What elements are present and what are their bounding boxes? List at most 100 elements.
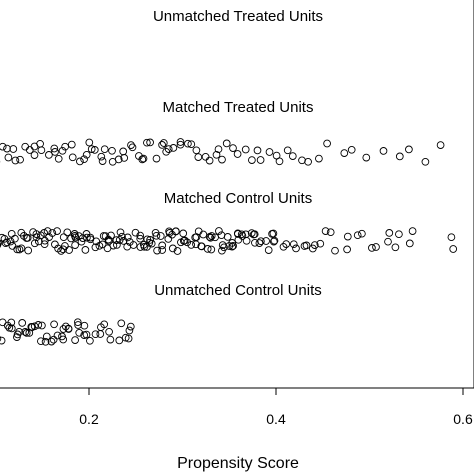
data-point: [85, 138, 94, 147]
data-point: [108, 146, 116, 155]
data-point: [22, 329, 31, 337]
data-point: [119, 147, 128, 156]
data-point: [194, 227, 203, 236]
data-point: [282, 240, 291, 248]
data-point: [81, 246, 90, 254]
data-point: [95, 241, 104, 250]
data-point: [283, 146, 292, 155]
data-point: [162, 147, 171, 156]
data-point: [250, 230, 259, 239]
data-point: [302, 241, 311, 250]
data-point: [436, 141, 445, 149]
data-point: [323, 139, 331, 148]
data-point: [71, 233, 80, 242]
data-point: [87, 145, 96, 153]
data-point: [253, 146, 262, 155]
data-point: [77, 237, 86, 246]
data-point: [50, 144, 59, 153]
data-point: [64, 324, 73, 333]
data-point: [105, 327, 113, 336]
data-point: [194, 153, 203, 161]
data-point: [59, 245, 68, 254]
data-point: [136, 231, 145, 240]
data-point: [126, 322, 135, 331]
data-point: [316, 239, 325, 248]
data-point: [408, 227, 417, 235]
data-point: [43, 227, 52, 235]
data-point: [83, 233, 91, 242]
data-point: [146, 138, 154, 147]
data-point: [4, 153, 13, 162]
data-point: [207, 245, 216, 254]
data-point: [98, 157, 107, 165]
data-point: [158, 246, 167, 254]
data-point: [59, 335, 68, 344]
data-point: [362, 153, 371, 162]
data-point: [65, 246, 73, 254]
data-point: [73, 318, 82, 327]
data-point: [159, 139, 168, 147]
data-point: [143, 138, 151, 147]
data-point: [15, 327, 23, 336]
data-point: [176, 138, 185, 146]
data-point: [100, 145, 109, 154]
data-point: [0, 318, 7, 327]
data-point: [264, 246, 273, 254]
data-point: [0, 142, 7, 151]
data-point: [30, 322, 39, 331]
data-point: [37, 146, 46, 155]
data-point: [139, 154, 148, 163]
data-point: [379, 147, 388, 155]
data-point: [6, 237, 15, 246]
data-point: [368, 244, 376, 252]
data-point: [100, 320, 109, 329]
data-point: [449, 245, 458, 253]
data-point: [47, 337, 56, 346]
data-point: [153, 246, 161, 255]
data-point: [116, 228, 125, 237]
data-point: [49, 335, 58, 344]
data-point: [331, 246, 339, 255]
data-point: [20, 232, 28, 240]
data-point: [107, 231, 115, 240]
data-point: [292, 244, 300, 253]
group-label-2: Matched Control Units: [164, 190, 312, 207]
data-point: [115, 236, 124, 244]
data-point: [212, 150, 221, 159]
data-point: [256, 156, 265, 164]
data-point: [326, 228, 335, 237]
data-point: [32, 233, 41, 242]
data-point: [347, 145, 356, 154]
data-point: [40, 240, 49, 249]
data-point: [3, 144, 11, 153]
data-point: [53, 227, 61, 235]
data-point: [125, 326, 134, 335]
data-point: [7, 318, 16, 327]
data-point: [115, 336, 124, 345]
data-point: [127, 141, 135, 149]
data-point: [45, 233, 53, 241]
data-point: [91, 330, 100, 339]
data-point: [158, 241, 167, 250]
data-point: [270, 236, 279, 245]
data-point: [32, 230, 41, 238]
data-point: [205, 156, 214, 165]
data-point: [164, 235, 173, 243]
data-point: [176, 140, 185, 149]
data-point: [203, 245, 212, 253]
group-label-0: Unmatched Treated Units: [153, 8, 323, 25]
data-point: [105, 237, 113, 245]
data-point: [50, 320, 58, 329]
data-point: [228, 242, 236, 251]
data-point: [68, 153, 77, 162]
data-point: [218, 155, 226, 164]
data-point: [114, 155, 123, 164]
data-point: [22, 234, 31, 242]
data-point: [30, 151, 39, 159]
data-point: [353, 231, 362, 240]
data-point: [171, 227, 180, 236]
group-label-3: Unmatched Control Units: [154, 282, 322, 299]
data-point: [279, 242, 288, 251]
data-point: [372, 243, 380, 251]
data-point: [179, 229, 188, 238]
